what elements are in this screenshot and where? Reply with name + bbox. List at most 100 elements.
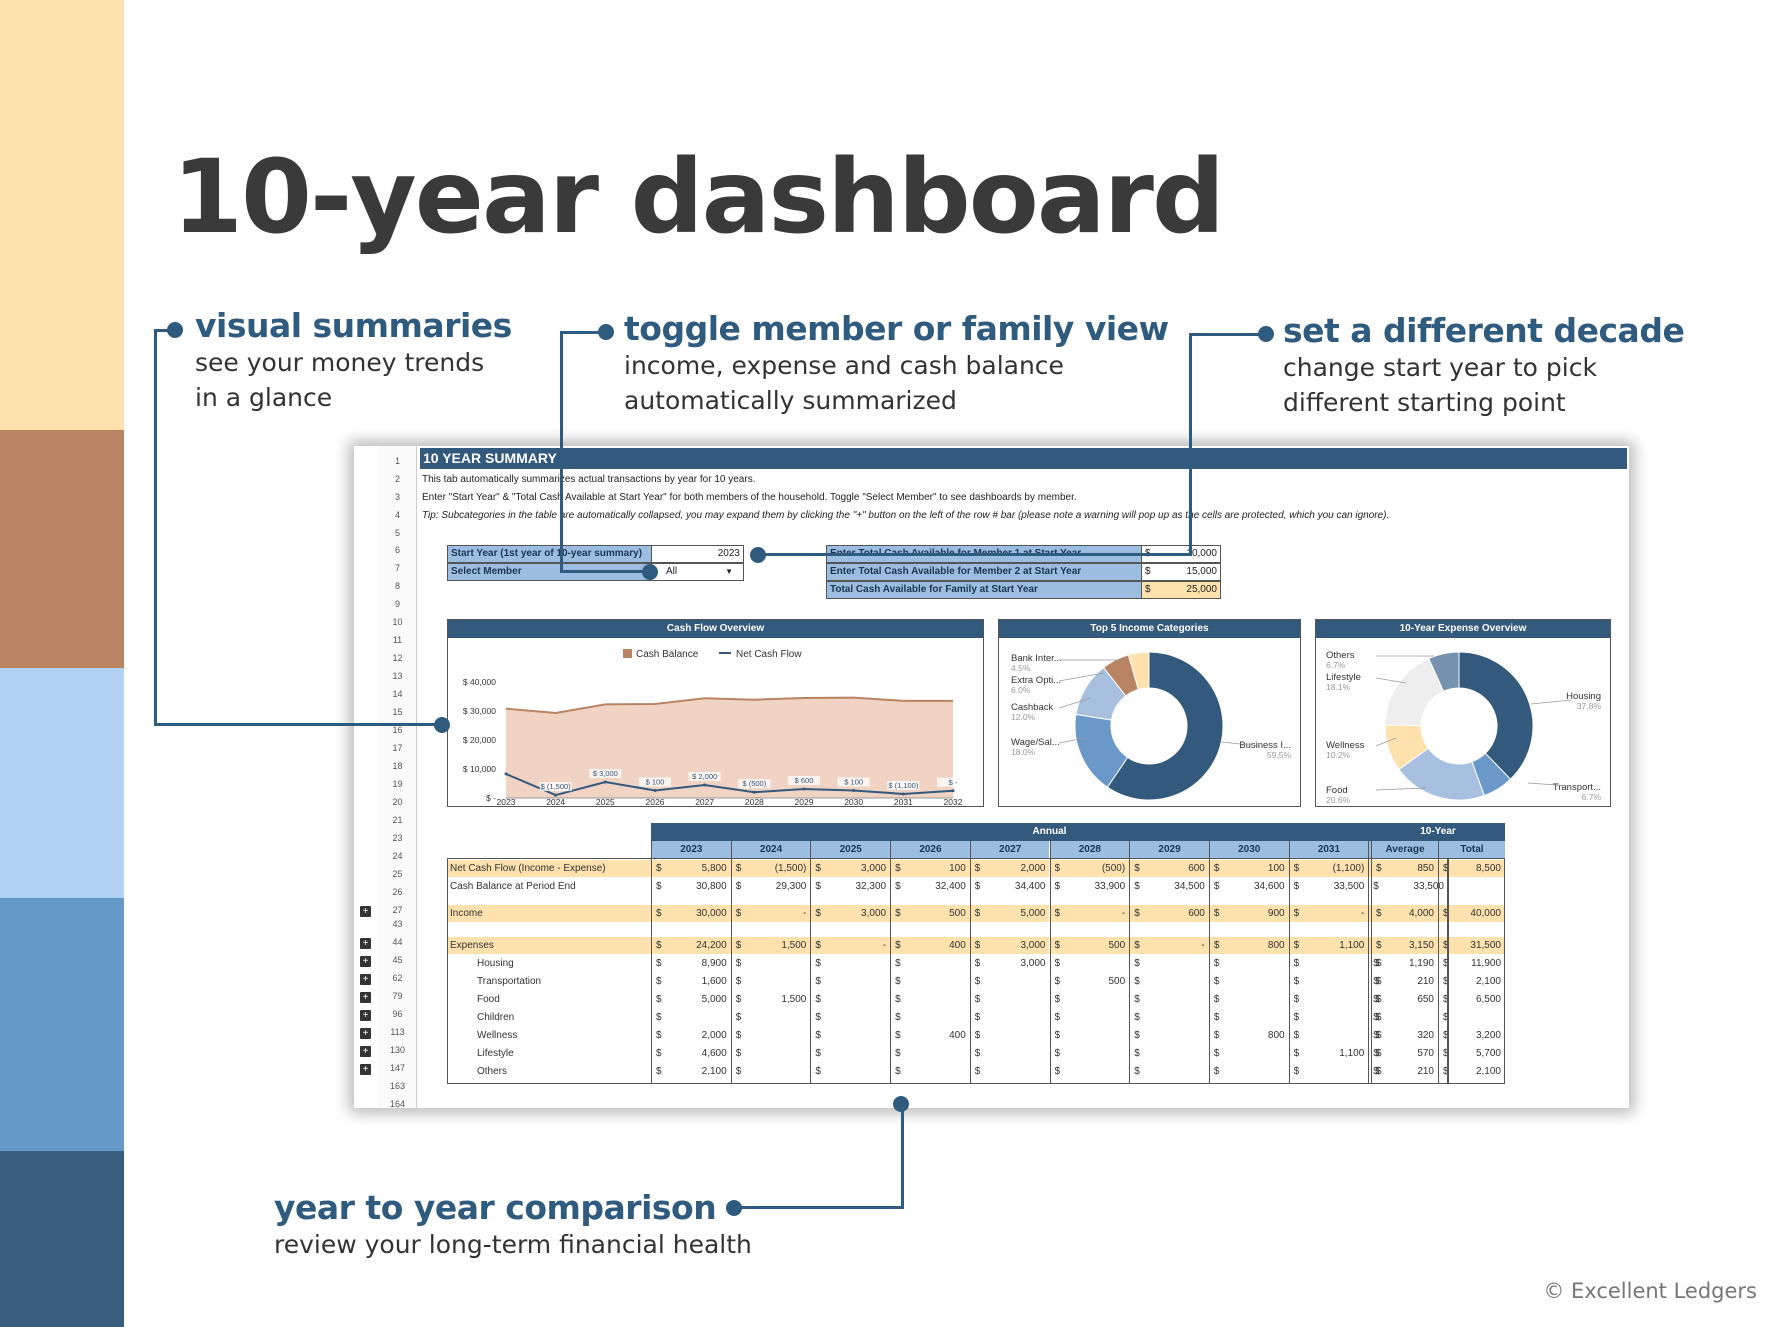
- slice-percent: 4.5%: [1011, 663, 1031, 673]
- currency-symbol: $: [974, 881, 981, 892]
- currency-symbol: $: [1054, 908, 1061, 919]
- expand-row-icon[interactable]: +: [360, 1010, 371, 1021]
- start-year-input[interactable]: 2023: [651, 545, 744, 563]
- currency-symbol: $: [1376, 863, 1382, 874]
- currency-symbol: $: [815, 994, 821, 1005]
- slice-percent: 18.1%: [1326, 682, 1351, 692]
- leader-line: [1530, 699, 1572, 705]
- callout-desc: automatically summarized: [624, 386, 957, 415]
- currency-symbol: $: [974, 1030, 981, 1041]
- income-title: Top 5 Income Categories: [999, 620, 1300, 638]
- chevron-down-icon: ▼: [725, 567, 733, 576]
- expand-row-icon[interactable]: +: [360, 956, 371, 967]
- column-divider: [1208, 858, 1210, 1084]
- cash-balance-area: [506, 697, 953, 798]
- currency-symbol: $: [1134, 863, 1140, 874]
- table-cell: 3,000: [810, 905, 891, 922]
- cash-member2-input[interactable]: $15,000: [1141, 563, 1221, 581]
- currency-symbol: $: [1376, 1066, 1382, 1077]
- annual-header: Annual: [651, 823, 1448, 841]
- stripe-cream: [0, 0, 124, 430]
- currency-symbol: $: [1145, 584, 1151, 595]
- currency-symbol: $: [735, 1030, 742, 1041]
- cash-member1-value: 10,000: [1186, 548, 1217, 559]
- currency-symbol: $: [1054, 940, 1061, 951]
- callout-desc: see your money trends: [195, 348, 485, 377]
- data-label: $ 600: [795, 776, 814, 785]
- currency-symbol: $: [735, 908, 742, 919]
- currency-symbol: $: [895, 976, 901, 987]
- currency-symbol: $: [895, 1030, 901, 1041]
- expand-row-icon[interactable]: +: [360, 1064, 371, 1075]
- x-tick-label: 2027: [695, 797, 714, 806]
- row-number: 26: [392, 887, 403, 897]
- currency-symbol: $: [1376, 1030, 1382, 1041]
- expand-row-icon[interactable]: +: [360, 1046, 371, 1057]
- currency-symbol: $: [1373, 958, 1379, 969]
- donut-slice: [1106, 651, 1224, 801]
- table-cell: 800: [1208, 937, 1289, 954]
- expand-row-icon[interactable]: +: [360, 906, 371, 917]
- table-cell: 500: [890, 905, 970, 922]
- donut-slice: [1458, 651, 1534, 780]
- callout-year-comparison: year to year comparison review your long…: [274, 1188, 752, 1262]
- ten-year-column-header: Total: [1438, 841, 1505, 858]
- table-cell: -: [730, 905, 811, 922]
- slice-label: Transport...: [1553, 782, 1601, 793]
- expand-row-icon[interactable]: +: [360, 974, 371, 985]
- row-number: 20: [392, 797, 403, 807]
- leader-line: [1058, 737, 1086, 744]
- row-number: 7: [394, 563, 400, 573]
- table-cell: 100: [890, 860, 970, 877]
- table-cell: 400: [890, 937, 970, 954]
- table-cell: 100: [1208, 860, 1289, 877]
- currency-symbol: $: [1213, 881, 1220, 892]
- ten-year-cell: 8,500: [1438, 860, 1505, 877]
- table-cell: 1,500: [781, 994, 807, 1005]
- expand-row-icon[interactable]: +: [360, 938, 371, 949]
- currency-symbol: $: [1134, 976, 1140, 987]
- currency-symbol: $: [1134, 958, 1140, 969]
- table-cell: 1,100: [1288, 937, 1369, 954]
- currency-symbol: $: [735, 1048, 742, 1059]
- year-column-header: 2024: [730, 841, 811, 858]
- expand-row-icon[interactable]: +: [360, 992, 371, 1003]
- row-number: 10: [392, 617, 403, 627]
- slice-percent: 6.7%: [1326, 660, 1346, 670]
- slice-label: Others: [1326, 650, 1355, 661]
- row-number: 9: [394, 599, 400, 609]
- currency-symbol: $: [895, 958, 901, 969]
- row-number: 11: [392, 635, 403, 645]
- table-frame: [447, 858, 1448, 1084]
- currency-symbol: $: [974, 1066, 981, 1077]
- stripe-navy: [0, 1151, 124, 1327]
- x-tick-label: 2025: [596, 797, 615, 806]
- connector-line: [154, 329, 174, 332]
- net-cash-flow-line: [505, 773, 954, 797]
- net-cash-flow-point: [554, 793, 558, 797]
- table-cell: 3,000: [969, 937, 1050, 954]
- income-panel: Top 5 Income Categories Business I... 59.…: [998, 619, 1301, 807]
- net-cash-flow-point: [752, 790, 756, 794]
- currency-symbol: $: [656, 863, 662, 874]
- currency-symbol: $: [735, 958, 742, 969]
- currency-symbol: $: [1213, 1012, 1220, 1023]
- callout-toggle-view: toggle member or family view income, exp…: [624, 309, 1169, 418]
- currency-symbol: $: [815, 1012, 821, 1023]
- currency-symbol: $: [1134, 1066, 1140, 1077]
- currency-symbol: $: [1293, 940, 1300, 951]
- currency-symbol: $: [1054, 976, 1061, 987]
- connector-line: [154, 329, 157, 726]
- currency-symbol: $: [1134, 994, 1140, 1005]
- data-label-bg: [887, 780, 920, 790]
- leader-line: [1058, 697, 1092, 709]
- expand-row-icon[interactable]: +: [360, 1028, 371, 1039]
- data-label: $ 2,000: [692, 772, 717, 781]
- table-cell: 400: [949, 1030, 966, 1041]
- callout-dot: [167, 322, 183, 338]
- data-label: $ (1,100): [888, 781, 919, 790]
- currency-symbol: $: [1134, 1030, 1140, 1041]
- select-member-dropdown[interactable]: All ▼: [651, 563, 744, 581]
- data-label: $ 100: [646, 777, 665, 786]
- table-cell: 500: [1049, 937, 1130, 954]
